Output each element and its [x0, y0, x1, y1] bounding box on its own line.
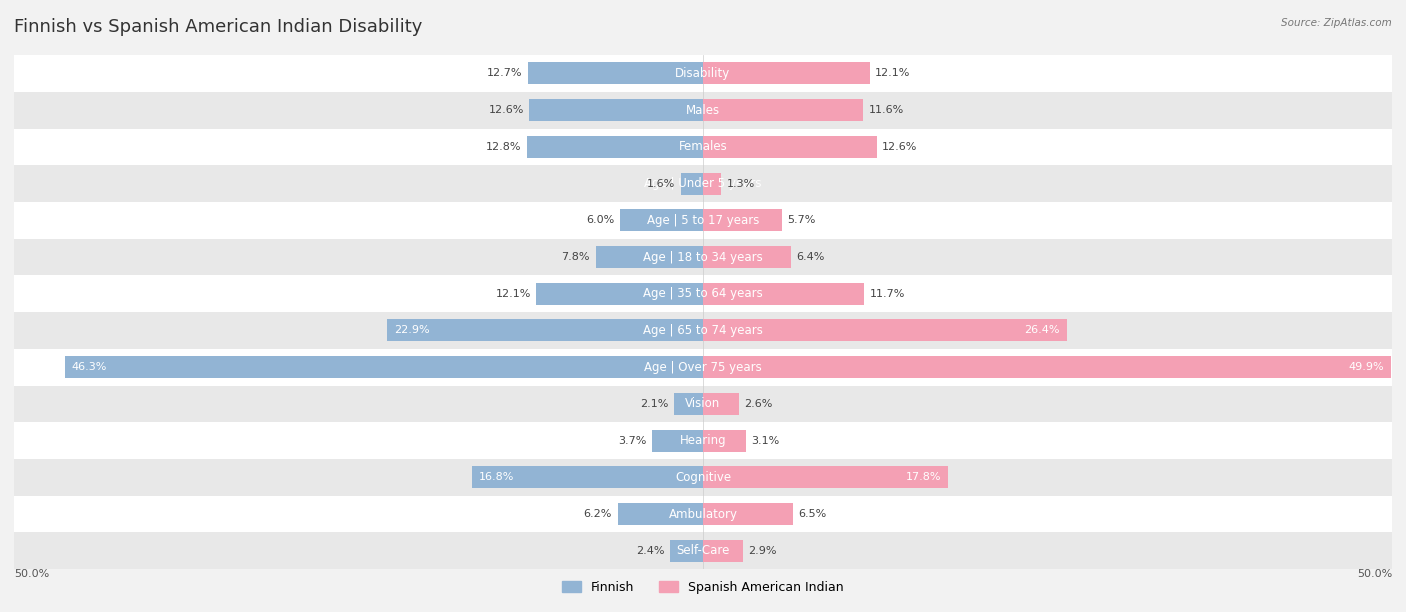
Text: 6.5%: 6.5% — [799, 509, 827, 519]
Text: 2.1%: 2.1% — [640, 399, 669, 409]
Bar — [527, 136, 703, 158]
Bar — [703, 283, 865, 305]
Bar — [14, 312, 1392, 349]
Bar — [529, 62, 703, 84]
Text: Age | Over 75 years: Age | Over 75 years — [644, 360, 762, 374]
Text: 17.8%: 17.8% — [905, 472, 942, 482]
Text: Age | 5 to 17 years: Age | 5 to 17 years — [647, 214, 759, 227]
Text: 2.9%: 2.9% — [748, 546, 778, 556]
Text: 1.3%: 1.3% — [727, 179, 755, 188]
Text: 12.6%: 12.6% — [882, 142, 918, 152]
Bar — [14, 202, 1392, 239]
Text: 50.0%: 50.0% — [1357, 569, 1392, 579]
Bar — [703, 319, 1067, 341]
Bar — [703, 173, 721, 195]
Text: 3.1%: 3.1% — [751, 436, 779, 446]
Text: Vision: Vision — [685, 397, 721, 411]
Bar — [14, 459, 1392, 496]
Bar — [14, 532, 1392, 569]
Text: 11.7%: 11.7% — [870, 289, 905, 299]
Bar — [703, 503, 793, 525]
Text: Disability: Disability — [675, 67, 731, 80]
Text: 16.8%: 16.8% — [478, 472, 513, 482]
Bar — [620, 209, 703, 231]
Bar — [14, 386, 1392, 422]
Text: Age | 18 to 34 years: Age | 18 to 34 years — [643, 250, 763, 264]
Bar — [703, 393, 738, 415]
Bar — [14, 349, 1392, 386]
Bar — [681, 173, 703, 195]
Bar — [14, 92, 1392, 129]
Text: 6.0%: 6.0% — [586, 215, 614, 225]
Text: 3.7%: 3.7% — [619, 436, 647, 446]
Bar — [703, 540, 742, 562]
Text: 12.6%: 12.6% — [488, 105, 524, 115]
Text: Age | Under 5 years: Age | Under 5 years — [644, 177, 762, 190]
Text: 49.9%: 49.9% — [1348, 362, 1384, 372]
Bar — [703, 430, 745, 452]
Bar — [703, 209, 782, 231]
Text: Self-Care: Self-Care — [676, 544, 730, 558]
Text: 26.4%: 26.4% — [1025, 326, 1060, 335]
Text: Males: Males — [686, 103, 720, 117]
Text: 11.6%: 11.6% — [869, 105, 904, 115]
Text: 6.2%: 6.2% — [583, 509, 612, 519]
Text: 2.6%: 2.6% — [744, 399, 773, 409]
Bar — [703, 466, 948, 488]
Bar — [617, 503, 703, 525]
Text: Age | 35 to 64 years: Age | 35 to 64 years — [643, 287, 763, 300]
Text: 1.6%: 1.6% — [647, 179, 675, 188]
Bar — [14, 129, 1392, 165]
Text: 46.3%: 46.3% — [72, 362, 107, 372]
Text: 6.4%: 6.4% — [797, 252, 825, 262]
Text: Cognitive: Cognitive — [675, 471, 731, 484]
Bar — [703, 136, 876, 158]
Bar — [388, 319, 703, 341]
Text: 2.4%: 2.4% — [636, 546, 665, 556]
Text: 12.7%: 12.7% — [486, 69, 523, 78]
Bar — [673, 393, 703, 415]
Bar — [703, 246, 792, 268]
Legend: Finnish, Spanish American Indian: Finnish, Spanish American Indian — [557, 576, 849, 599]
Text: 12.1%: 12.1% — [495, 289, 531, 299]
Bar — [703, 62, 870, 84]
Bar — [471, 466, 703, 488]
Bar — [652, 430, 703, 452]
Bar — [669, 540, 703, 562]
Bar — [14, 165, 1392, 202]
Bar — [14, 422, 1392, 459]
Bar — [14, 496, 1392, 532]
Text: Source: ZipAtlas.com: Source: ZipAtlas.com — [1281, 18, 1392, 28]
Text: 22.9%: 22.9% — [394, 326, 430, 335]
Text: 7.8%: 7.8% — [561, 252, 591, 262]
Bar — [14, 239, 1392, 275]
Text: Age | 65 to 74 years: Age | 65 to 74 years — [643, 324, 763, 337]
Bar — [530, 99, 703, 121]
Text: 12.1%: 12.1% — [875, 69, 911, 78]
Bar — [14, 55, 1392, 92]
Text: Finnish vs Spanish American Indian Disability: Finnish vs Spanish American Indian Disab… — [14, 18, 422, 36]
Text: Ambulatory: Ambulatory — [668, 507, 738, 521]
Bar — [703, 356, 1391, 378]
Text: 5.7%: 5.7% — [787, 215, 815, 225]
Bar — [703, 99, 863, 121]
Bar — [14, 275, 1392, 312]
Bar — [596, 246, 703, 268]
Text: Females: Females — [679, 140, 727, 154]
Text: 50.0%: 50.0% — [14, 569, 49, 579]
Bar — [65, 356, 703, 378]
Bar — [536, 283, 703, 305]
Text: Hearing: Hearing — [679, 434, 727, 447]
Text: 12.8%: 12.8% — [485, 142, 522, 152]
